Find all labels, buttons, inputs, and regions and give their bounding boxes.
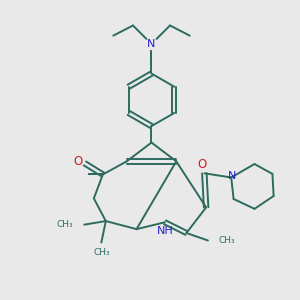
Text: O: O bbox=[74, 154, 83, 167]
Text: N: N bbox=[228, 171, 236, 181]
Text: O: O bbox=[197, 158, 207, 171]
Text: CH₃: CH₃ bbox=[218, 236, 235, 245]
Text: N: N bbox=[147, 39, 156, 49]
Text: CH₃: CH₃ bbox=[56, 220, 73, 229]
Text: CH₃: CH₃ bbox=[93, 248, 110, 256]
Text: NH: NH bbox=[157, 226, 174, 236]
